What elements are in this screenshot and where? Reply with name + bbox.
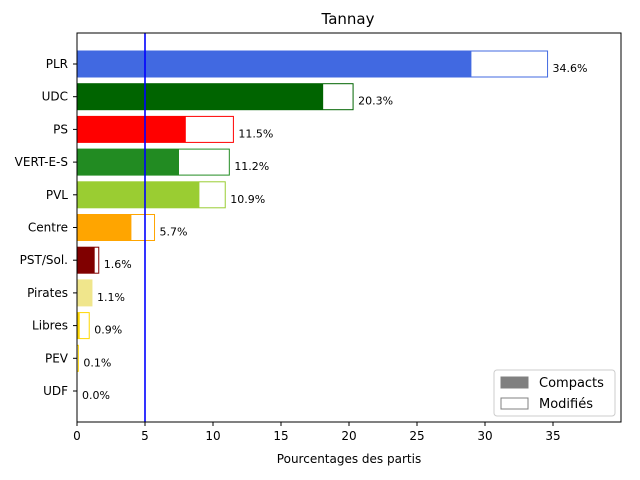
y-tick-label: PLR [46, 57, 68, 71]
y-tick-label: UDC [42, 90, 68, 104]
bar-value-label: 0.1% [83, 356, 111, 369]
x-tick-label: 0 [73, 429, 81, 443]
bar-value-label: 11.5% [238, 127, 273, 140]
plot-frame [76, 32, 622, 423]
chart-title: Tannay [321, 10, 375, 28]
x-axis-label: Pourcentages des partis [277, 452, 421, 466]
legend-swatch [500, 376, 529, 389]
y-tick-label: Centre [28, 221, 68, 235]
y-tick-label: PST/Sol. [20, 253, 68, 267]
x-tick-label: 25 [409, 429, 424, 443]
x-tick-label: 10 [205, 429, 220, 443]
bar-value-label: 10.9% [230, 193, 265, 206]
y-tick-label: VERT-E-S [15, 155, 68, 169]
x-tick-label: 30 [477, 429, 492, 443]
bar-value-label: 0.0% [82, 389, 110, 402]
y-tick-label: PVL [46, 188, 68, 202]
bar-compacts-5 [77, 214, 132, 241]
bars-layer: 34.6% 20.3% 11.5% 11.2% 10.9% 5.7% 1.6% 1.1% 0.9… [76, 50, 588, 402]
bar-compacts-1 [77, 83, 324, 110]
bar-value-label: 34.6% [553, 62, 588, 75]
bar-compacts-8 [77, 312, 80, 339]
x-tick-label: 15 [273, 429, 288, 443]
legend-label: Modifiés [539, 397, 593, 412]
bar-compacts-2 [77, 116, 186, 143]
legend-label: Compacts [539, 376, 604, 391]
bar-compacts-3 [77, 149, 179, 176]
legend: Compacts Modifiés [493, 369, 616, 417]
legend-swatch [500, 397, 529, 410]
bar-compacts-0 [77, 51, 472, 77]
bar-value-label: 20.3% [358, 95, 393, 108]
y-tick-label: UDF [43, 384, 68, 398]
y-tick-label: PS [53, 122, 68, 136]
bar-value-label: 11.2% [234, 160, 269, 173]
x-tick-label: 20 [341, 429, 356, 443]
bar-value-label: 1.6% [104, 258, 132, 271]
x-tick-label: 35 [545, 429, 560, 443]
y-axis-ticks: PLR UDC PS VERT-E-S PVL Centre PST/Sol. Pirates… [15, 57, 77, 398]
y-tick-label: Pirates [27, 286, 68, 300]
bar-value-label: 0.9% [94, 324, 122, 337]
bar-compacts-4 [77, 181, 200, 208]
bar-compacts-6 [77, 247, 95, 274]
bar-value-label: 5.7% [160, 226, 188, 239]
y-tick-label: PEV [45, 351, 69, 365]
x-axis-ticks: 0 5 10 15 20 25 30 35 [73, 422, 561, 443]
x-tick-label: 5 [141, 429, 149, 443]
bar-value-label: 1.1% [97, 291, 125, 304]
y-tick-label: Libres [32, 319, 68, 333]
bar-compacts-7 [77, 279, 92, 306]
